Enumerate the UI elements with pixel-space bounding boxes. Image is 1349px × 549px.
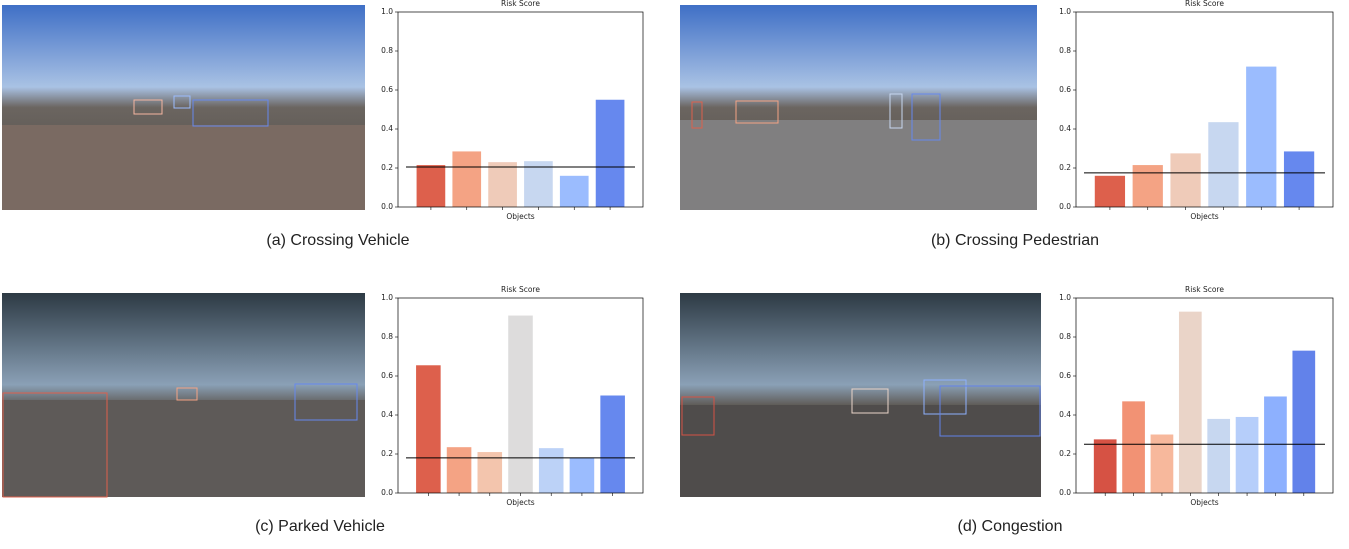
y-tick-label: 0.2 [1059,449,1071,458]
bar [1150,434,1174,493]
caption: (d) Congestion [958,518,1063,535]
y-tick-label: 0.4 [381,410,393,419]
y-tick-label: 0.4 [1059,410,1071,419]
caption: (c) Parked Vehicle [255,518,385,535]
bar [1132,165,1163,207]
y-tick-label: 1.0 [381,7,393,16]
bar [538,448,564,493]
y-tick-label: 1.0 [1059,293,1071,302]
axes-frame [397,297,644,494]
bar [1170,153,1201,207]
bar [1094,175,1126,207]
x-axis-label: Objects [506,212,534,221]
photo-c [2,293,365,498]
bar [1292,350,1316,493]
caption: (a) Crossing Vehicle [266,232,409,249]
bar [595,99,625,207]
bar [1122,401,1145,493]
y-tick-label: 0.8 [381,46,393,55]
bar [477,452,503,493]
bar [1246,66,1277,207]
bar [452,151,482,207]
axes-frame [397,11,644,208]
axes-frame [1075,297,1334,494]
y-tick-label: 0.8 [381,332,393,341]
chart-title: Risk Score [501,0,540,8]
y-tick-label: 0.0 [1059,488,1071,497]
chart-title: Risk Score [1185,285,1224,294]
bar [569,457,595,493]
y-tick-label: 0.0 [1059,202,1071,211]
y-tick-label: 0.4 [1059,124,1071,133]
bar [416,165,446,207]
photo-d [680,293,1041,497]
y-tick-label: 1.0 [1059,7,1071,16]
axes-frame [1075,11,1334,208]
x-axis-label: Objects [506,498,534,507]
x-axis-label: Objects [1190,212,1218,221]
bar [416,365,441,493]
x-axis-label: Objects [1190,498,1218,507]
bar [446,447,472,493]
photo-a [2,5,365,210]
bar [1207,418,1231,493]
bar [1208,122,1239,207]
y-tick-label: 0.8 [1059,46,1071,55]
bar [1093,439,1117,493]
y-tick-label: 0.0 [381,488,393,497]
y-tick-label: 0.2 [381,163,393,172]
bar [600,395,625,493]
y-tick-label: 0.2 [381,449,393,458]
y-tick-label: 0.6 [381,85,393,94]
bar [508,315,533,493]
bar [1178,311,1202,493]
y-tick-label: 0.6 [1059,371,1071,380]
y-tick-label: 0.8 [1059,332,1071,341]
y-tick-label: 0.6 [381,371,393,380]
bar [488,162,517,207]
y-tick-label: 0.6 [1059,85,1071,94]
y-tick-label: 0.2 [1059,163,1071,172]
photo-b [680,5,1037,210]
bar [1235,416,1259,493]
bar [524,161,553,207]
y-tick-label: 0.4 [381,124,393,133]
bar [1283,151,1315,207]
y-tick-label: 1.0 [381,293,393,302]
bar [559,175,589,207]
chart-title: Risk Score [501,285,540,294]
chart-title: Risk Score [1185,0,1224,8]
y-tick-label: 0.0 [381,202,393,211]
caption: (b) Crossing Pedestrian [931,232,1099,249]
